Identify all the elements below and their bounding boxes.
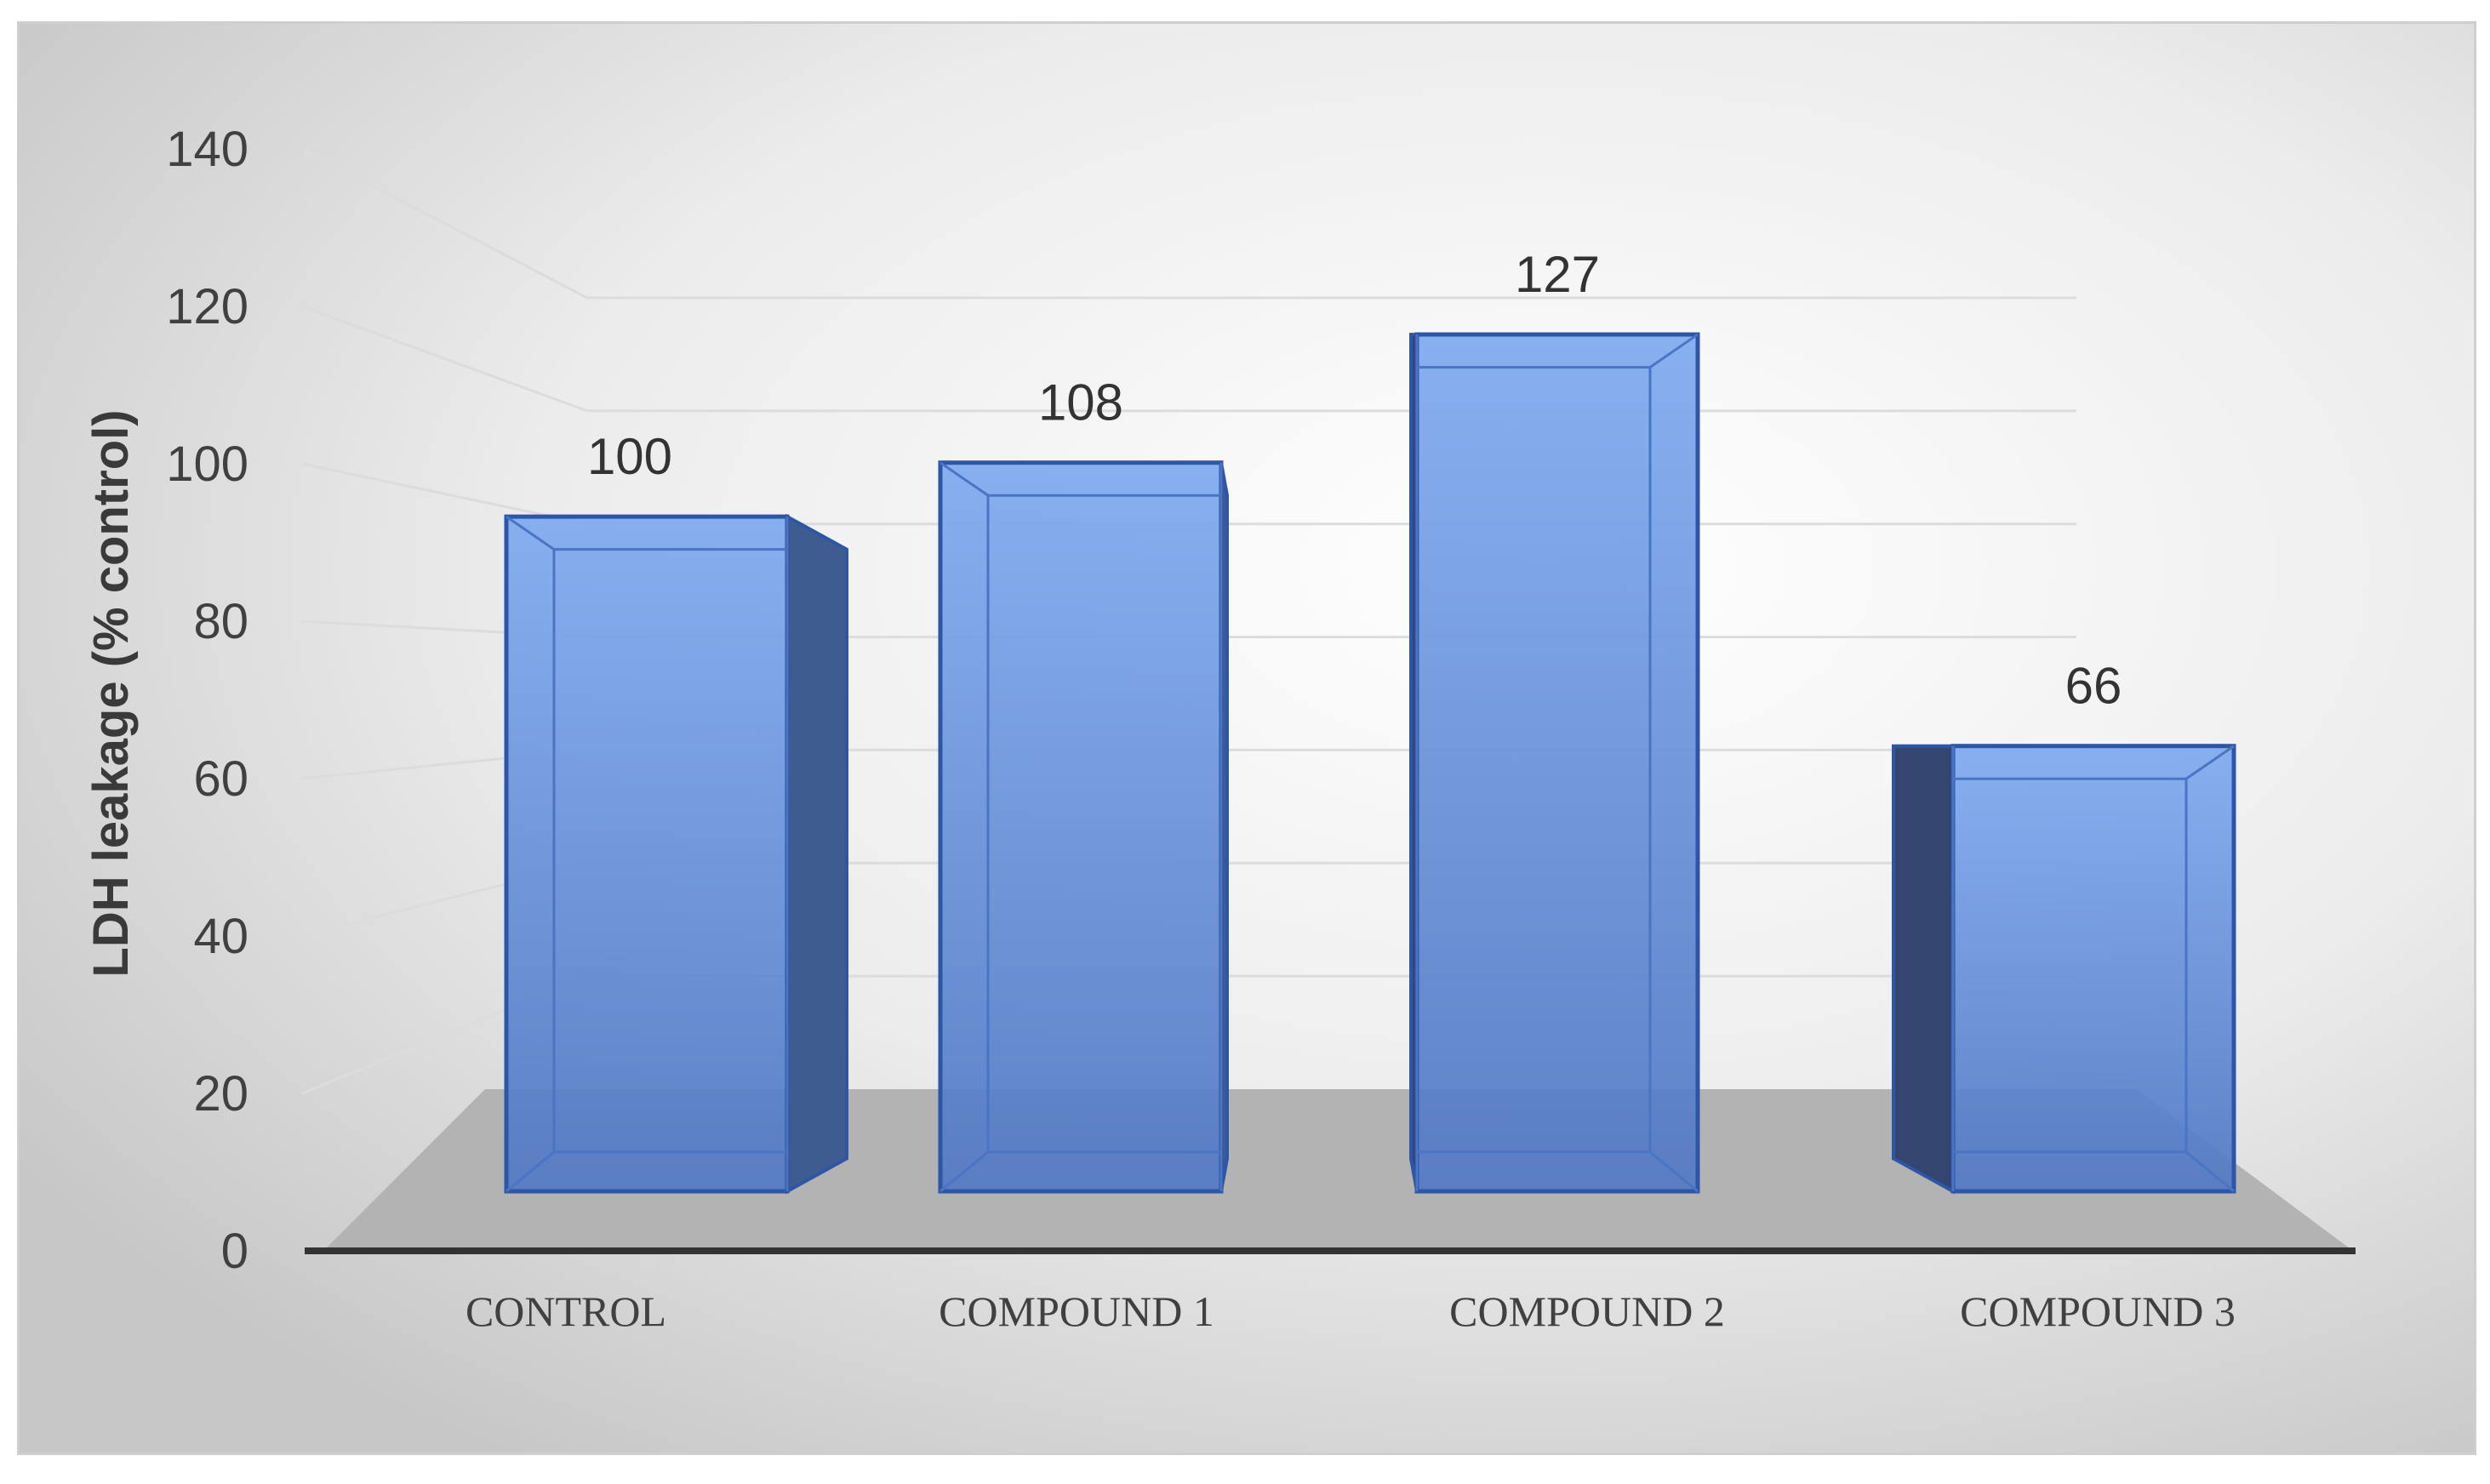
y-tick-label: 120	[166, 279, 248, 334]
y-axis-ticks: 0 20 40 60 80 100 120 140	[166, 122, 248, 1279]
gridline-side	[301, 147, 588, 300]
bar-edge	[939, 461, 989, 497]
x-tick-label: COMPOUND 2	[1449, 1287, 1725, 1335]
y-axis-title: LDH leakage (% control)	[83, 409, 139, 977]
data-label: 108	[1038, 374, 1123, 431]
data-labels: 100 108 127 66	[587, 246, 2122, 715]
bar-edge	[2185, 745, 2235, 780]
y-tick-label: 40	[193, 909, 248, 964]
x-tick-label: CONTROL	[465, 1287, 666, 1335]
bar-edge	[505, 1150, 555, 1193]
y-tick-label: 60	[193, 751, 248, 807]
bar-front	[504, 514, 790, 1194]
bar-front	[938, 460, 1224, 1194]
y-tick-label: 140	[166, 122, 248, 177]
data-label: 127	[1515, 246, 1600, 303]
bar-edge	[505, 515, 555, 551]
bar-2	[938, 460, 1229, 1194]
bar-edge	[1649, 1150, 1699, 1193]
bar-front	[1950, 744, 2236, 1194]
bar-4	[1892, 744, 2236, 1195]
x-tick-label: COMPOUND 1	[939, 1287, 1214, 1335]
bar-side	[1892, 744, 1955, 1195]
data-label: 66	[2065, 658, 2122, 715]
bars	[504, 332, 2236, 1195]
y-tick-label: 100	[166, 437, 248, 492]
data-label: 100	[587, 428, 672, 485]
bar-front	[1414, 332, 1700, 1194]
bar-edge	[939, 1150, 989, 1193]
bar-side	[785, 513, 848, 1195]
bar-1	[504, 513, 848, 1195]
y-tick-label: 20	[193, 1066, 248, 1122]
bar-edge	[2185, 1150, 2235, 1193]
y-tick-label: 80	[193, 594, 248, 649]
gridline-side	[301, 462, 588, 526]
chart-frame	[17, 21, 2476, 1455]
category-labels: CONTROL COMPOUND 1 COMPOUND 2 COMPOUND 3	[465, 1287, 2236, 1335]
bar-edge	[1649, 333, 1699, 368]
gridline-side	[301, 305, 588, 413]
x-tick-label: COMPOUND 3	[1960, 1287, 2236, 1335]
bar-3	[1409, 332, 1700, 1194]
y-tick-label: 0	[221, 1224, 248, 1279]
